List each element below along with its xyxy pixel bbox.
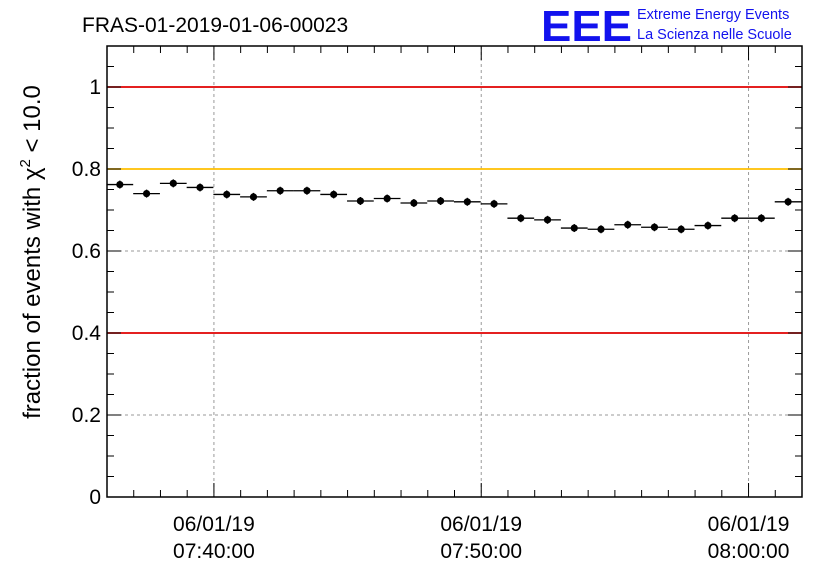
- data-marker: [303, 187, 311, 195]
- data-point: [373, 194, 401, 203]
- y-tick-label: 1: [89, 76, 101, 99]
- data-marker: [624, 221, 632, 229]
- data-marker: [757, 214, 765, 222]
- data-point: [534, 215, 561, 224]
- data-point: [266, 186, 294, 195]
- data-marker: [356, 197, 365, 205]
- y-axis-label-chi: χ: [19, 167, 46, 180]
- y-axis-label: fraction of events with χ2 < 10.0: [17, 85, 46, 419]
- data-point: [293, 186, 321, 195]
- data-point: [587, 225, 615, 234]
- data-point: [694, 221, 722, 230]
- y-axis-label-prefix: fraction of events with: [19, 180, 46, 419]
- data-marker: [731, 214, 739, 222]
- data-marker: [249, 193, 258, 201]
- data-point: [159, 179, 187, 188]
- data-point: [347, 196, 374, 205]
- eee-logo: EEE Extreme Energy Events La Scienza nel…: [541, 2, 792, 51]
- data-marker: [116, 180, 124, 189]
- logo-eee: EEE: [541, 2, 632, 51]
- data-marker: [223, 190, 231, 199]
- data-marker: [490, 200, 498, 208]
- data-marker: [570, 224, 578, 232]
- x-tick-label-date: 06/01/19: [708, 513, 790, 536]
- data-marker: [517, 214, 525, 222]
- y-axis-ticks: 0 0.2 0.4 0.6 0.8 1: [72, 45, 802, 509]
- data-point: [480, 199, 508, 208]
- data-marker: [437, 197, 445, 205]
- data-marker: [463, 198, 471, 206]
- data-point: [427, 196, 454, 205]
- data-marker: [677, 225, 685, 233]
- y-tick-label: 0.4: [72, 322, 102, 345]
- data-point: [560, 224, 588, 233]
- y-axis-label-exponent: 2: [17, 159, 34, 167]
- x-axis-ticks: 06/01/19 07:40:00 06/01/19 07:50:00 06/01/19…: [133, 46, 790, 563]
- y-tick-label: 0.8: [72, 158, 101, 181]
- data-point: [667, 225, 695, 234]
- data-marker: [410, 199, 418, 207]
- x-tick-label-time: 07:50:00: [440, 540, 522, 563]
- data-marker: [650, 223, 659, 231]
- logo-line-2: La Scienza nelle Scuole: [637, 27, 792, 43]
- y-axis-label-suffix: < 10.0: [19, 85, 46, 159]
- data-marker: [784, 198, 792, 206]
- data-marker: [196, 183, 204, 192]
- data-point: [774, 197, 802, 206]
- data-point: [213, 190, 241, 199]
- data-marker: [330, 190, 338, 199]
- data-marker: [704, 221, 712, 230]
- reference-lines: [107, 86, 802, 334]
- data-point: [186, 183, 214, 192]
- grid-lines: [107, 46, 802, 497]
- data-marker: [169, 179, 177, 187]
- x-tick-label-time: 08:00:00: [708, 540, 790, 563]
- data-point: [240, 192, 267, 201]
- data-point: [133, 189, 160, 198]
- data-marker: [597, 225, 605, 233]
- data-point: [320, 190, 348, 199]
- data-marker: [543, 216, 552, 224]
- run-title: FRAS-01-2019-01-06-00023: [82, 14, 348, 37]
- data-point: [614, 220, 642, 229]
- data-point: [721, 214, 749, 223]
- data-point: [400, 199, 428, 208]
- y-tick-label: 0.6: [72, 240, 101, 263]
- logo-line-1: Extreme Energy Events: [637, 7, 789, 23]
- data-point: [453, 197, 481, 206]
- data-marker: [383, 194, 391, 203]
- data-point: [106, 180, 134, 189]
- x-tick-label-date: 06/01/19: [173, 513, 255, 536]
- x-tick-label-time: 07:40:00: [173, 540, 255, 563]
- data-point: [641, 223, 668, 232]
- data-points: [106, 179, 802, 234]
- x-tick-label-date: 06/01/19: [440, 513, 522, 536]
- y-tick-label: 0.2: [72, 404, 101, 427]
- data-point: [507, 214, 535, 223]
- data-marker: [276, 187, 284, 195]
- y-tick-label: 0: [89, 486, 101, 509]
- data-point: [748, 214, 775, 223]
- plot-frame: [106, 45, 803, 498]
- data-marker: [142, 190, 151, 198]
